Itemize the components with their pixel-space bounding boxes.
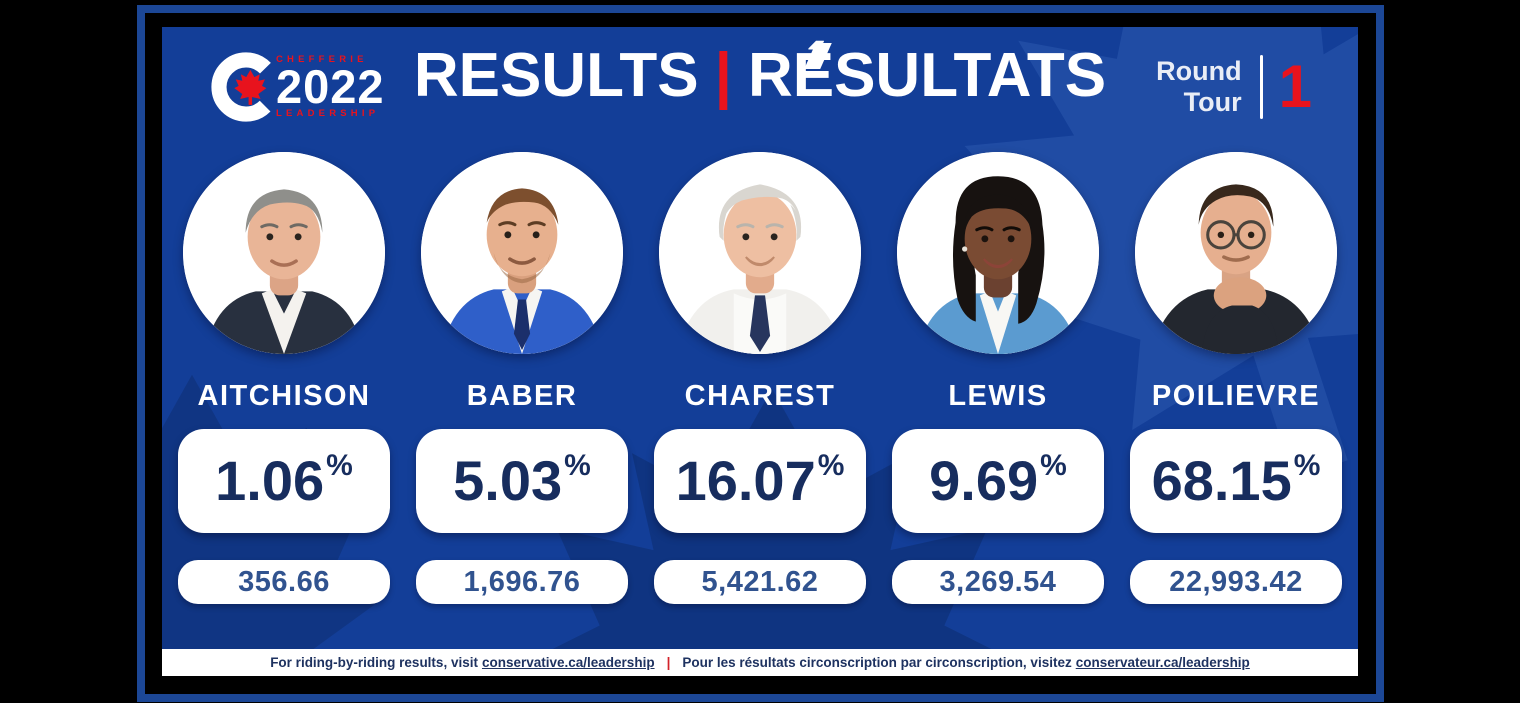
candidate-column-poilievre: POILIEVRE 68.15% 22,993.42	[1130, 152, 1342, 604]
percent-symbol: %	[564, 449, 591, 482]
percent-symbol: %	[1293, 449, 1321, 482]
votes-value: 22,993.42	[1169, 565, 1303, 598]
votes-card: 5,421.62	[654, 560, 866, 604]
votes-value: 356.66	[238, 565, 330, 598]
percent-symbol: %	[326, 449, 353, 482]
votes-card: 3,269.54	[892, 560, 1104, 604]
candidate-column-baber: BABER 5.03% 1,696.76	[416, 152, 628, 604]
votes-card: 356.66	[178, 560, 390, 604]
candidate-photo	[183, 152, 385, 354]
party-2022-leadership-logo: CHEFFERIE 2022 LEADERSHIP	[206, 47, 385, 127]
candidate-name: BABER	[466, 380, 578, 412]
candidate-column-aitchison: AITCHISON 1.06% 356.66	[178, 152, 390, 604]
candidate-photo	[1135, 152, 1337, 354]
logo-text-block: CHEFFERIE 2022 LEADERSHIP	[276, 55, 385, 119]
candidates-row: AITCHISON 1.06% 356.66	[178, 152, 1342, 604]
candidate-name: AITCHISON	[197, 380, 371, 412]
candidate-photo	[421, 152, 623, 354]
percent-value: 1.06	[215, 449, 325, 512]
title-separator: |	[714, 41, 732, 110]
round-divider	[1259, 55, 1263, 119]
votes-value: 3,269.54	[939, 565, 1057, 598]
percent-value: 68.15	[1151, 449, 1292, 512]
avatar-poilievre	[1135, 152, 1337, 354]
avatar-charest	[659, 152, 861, 354]
votes-card: 22,993.42	[1130, 560, 1342, 604]
round-labels: Round Tour	[1156, 56, 1241, 118]
percent-symbol: %	[817, 449, 845, 482]
percent-card: 16.07%	[654, 429, 866, 533]
votes-value: 5,421.62	[701, 565, 819, 598]
results-panel: CHEFFERIE 2022 LEADERSHIP RESULTS | RÉSULT…	[162, 27, 1358, 676]
candidate-name: CHAREST	[684, 380, 836, 412]
round-label-fr: Tour	[1183, 87, 1242, 117]
round-indicator: Round Tour 1	[1156, 55, 1312, 119]
avatar-aitchison	[183, 152, 385, 354]
avatar-baber	[421, 152, 623, 354]
round-label-en: Round	[1156, 56, 1242, 86]
footer-bar: For riding-by-riding results, visit cons…	[162, 649, 1358, 676]
logo-chefferie-label: CHEFFERIE	[276, 54, 368, 65]
candidate-photo	[897, 152, 1099, 354]
round-number: 1	[1278, 53, 1312, 120]
conservative-c-maple-leaf-icon	[211, 52, 281, 122]
votes-card: 1,696.76	[416, 560, 628, 604]
candidate-photo	[659, 152, 861, 354]
percent-value: 5.03	[453, 449, 563, 512]
logo-year: 2022	[276, 60, 385, 113]
percent-card: 9.69%	[892, 429, 1104, 533]
percent-value: 16.07	[675, 449, 816, 512]
footer-text-en: For riding-by-riding results, visit	[270, 655, 478, 670]
title-french: RÉSULTATS	[747, 41, 1107, 110]
percent-value: 9.69	[929, 449, 1039, 512]
footer-link-fr[interactable]: conservateur.ca/leadership	[1075, 655, 1250, 670]
candidate-column-charest: CHAREST 16.07% 5,421.62	[654, 152, 866, 604]
page-title: RESULTS | RÉSULTATS	[162, 43, 1358, 108]
candidate-column-lewis: LEWIS 9.69% 3,269.54	[892, 152, 1104, 604]
footer-separator: |	[666, 655, 671, 670]
footer-link-en[interactable]: conservative.ca/leadership	[481, 655, 655, 670]
percent-card: 1.06%	[178, 429, 390, 533]
candidate-name: LEWIS	[948, 380, 1048, 412]
percent-card: 68.15%	[1130, 429, 1342, 533]
percent-card: 5.03%	[416, 429, 628, 533]
footer-text-fr: Pour les résultats circonscription par c…	[682, 655, 1072, 670]
votes-value: 1,696.76	[463, 565, 581, 598]
logo-leadership-label: LEADERSHIP	[276, 108, 380, 119]
percent-symbol: %	[1040, 449, 1067, 482]
title-english: RESULTS	[413, 41, 699, 110]
avatar-lewis	[897, 152, 1099, 354]
candidate-name: POILIEVRE	[1151, 380, 1321, 412]
